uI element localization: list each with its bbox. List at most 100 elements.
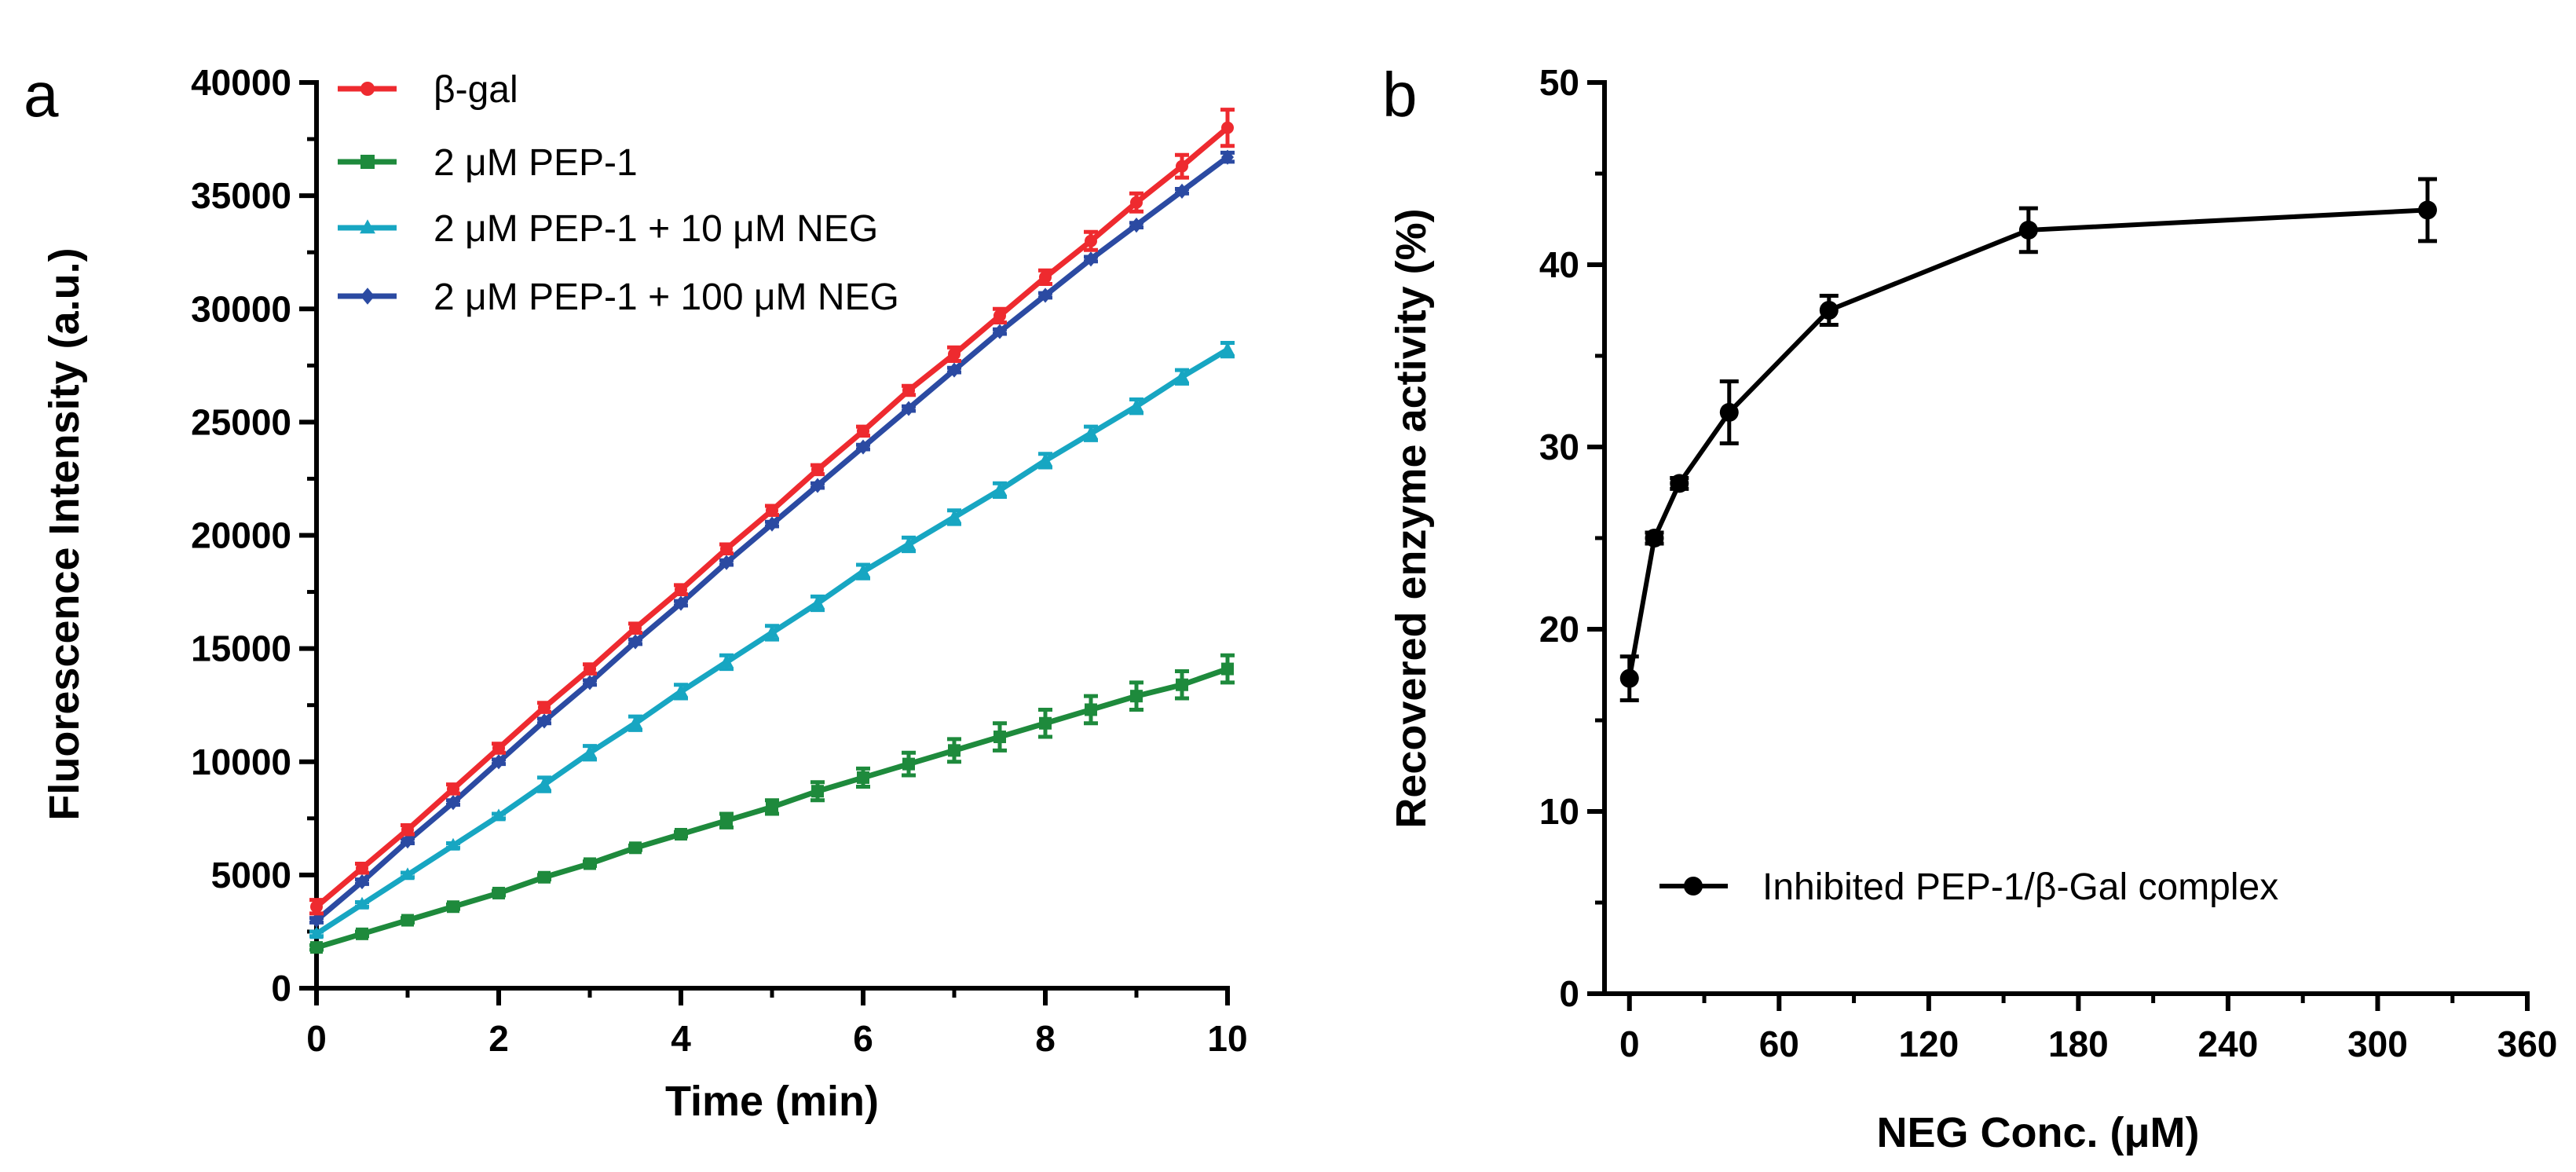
panel-b-y-tick-labels: 0 10 20 30 40 50 bbox=[1539, 62, 1579, 1014]
panel-a-legend-label: 2 μM PEP-1 bbox=[434, 142, 638, 184]
panel-b-data-point bbox=[1645, 529, 1664, 548]
panel-a-data-point bbox=[1038, 452, 1052, 466]
panel-a-legend-item-2: 2 μM PEP-1 + 10 μM NEG bbox=[338, 208, 878, 250]
panel-b-legend: Inhibited PEP-1/β-Gal complex bbox=[1659, 866, 2278, 908]
panel-a-legend-item-1: 2 μM PEP-1 bbox=[338, 142, 638, 184]
panel-a-data-point bbox=[492, 754, 505, 770]
panel-a-data-point bbox=[1175, 369, 1189, 383]
panel-b-data-point bbox=[2417, 200, 2437, 220]
panel-a-data-point bbox=[538, 870, 551, 884]
panel-a-data-point bbox=[857, 771, 869, 784]
panel-a-data-point bbox=[902, 757, 915, 771]
panel-a-legend-item-3: 2 μM PEP-1 + 100 μM NEG bbox=[338, 277, 899, 318]
panel-a-data-point bbox=[538, 701, 551, 714]
panel-b-x-tick-label: 0 bbox=[1619, 1024, 1640, 1064]
panel-a-x-tick-label: 8 bbox=[1035, 1018, 1056, 1059]
panel-a-x-tick-label: 0 bbox=[306, 1018, 327, 1059]
panel-a-data-point bbox=[675, 827, 687, 841]
panel-b-legend-marker bbox=[1684, 877, 1703, 895]
panel-b-x-tick-label: 360 bbox=[2497, 1024, 2558, 1064]
panel-a-data-point bbox=[766, 800, 778, 814]
panel-a-data-point bbox=[492, 808, 506, 822]
panel-a-data-point bbox=[584, 662, 596, 676]
panel-b-label: b bbox=[1382, 60, 1418, 130]
panel-a-data-point bbox=[310, 912, 323, 928]
panel-a-data-point bbox=[356, 874, 368, 890]
panel-b-y-tick-label: 40 bbox=[1539, 244, 1579, 285]
panel-a-legend-label: 2 μM PEP-1 + 10 μM NEG bbox=[434, 208, 878, 250]
panel-b-series-line bbox=[1626, 207, 2428, 679]
panel-a-data-point bbox=[766, 516, 778, 532]
panel-a-y-tick-label: 35000 bbox=[191, 175, 291, 216]
panel-a-series-3 bbox=[309, 149, 1235, 928]
panel-a-x-tick-label: 4 bbox=[671, 1018, 691, 1059]
panel-a-x-tick-label: 2 bbox=[488, 1018, 509, 1059]
panel-a-data-point bbox=[1221, 121, 1234, 134]
panel-a-x-tick-labels: 0 2 4 6 8 10 bbox=[306, 1018, 1247, 1059]
panel-a-data-point bbox=[719, 654, 734, 668]
panel-b-x-axis-title: NEG Conc. (μM) bbox=[1876, 1109, 2199, 1156]
panel-b-x-tick-label: 300 bbox=[2347, 1024, 2408, 1064]
panel-b-y-tick-label: 10 bbox=[1539, 791, 1579, 832]
panel-b-legend-item-0: Inhibited PEP-1/β-Gal complex bbox=[1659, 866, 2278, 908]
panel-a-data-point bbox=[1039, 270, 1052, 284]
panel-a-data-point bbox=[675, 595, 687, 611]
panel-a-data-point bbox=[993, 731, 1006, 744]
panel-a-legend-marker bbox=[360, 288, 375, 305]
panel-b-data-point bbox=[2018, 220, 2038, 240]
panel-a-data-point bbox=[675, 583, 687, 596]
panel-a-data-point bbox=[401, 914, 414, 927]
panel-a-series-1 bbox=[309, 653, 1235, 954]
panel-a-chart: a 05000100001500020000250003000035000400… bbox=[24, 60, 1248, 1125]
panel-b-legend-label: Inhibited PEP-1/β-Gal complex bbox=[1762, 866, 2278, 908]
panel-a-data-point bbox=[583, 745, 597, 758]
panel-b-x-tick-labels: 0 60 120 180 240 300 360 bbox=[1619, 1024, 2557, 1064]
panel-a-data-point bbox=[356, 862, 368, 875]
panel-a-data-point bbox=[1130, 690, 1143, 703]
panel-a-y-tick-label: 30000 bbox=[191, 288, 291, 329]
panel-a-data-point bbox=[1085, 234, 1097, 247]
panel-a-data-point bbox=[765, 624, 779, 638]
panel-b-chart: b 0 10 20 30 40 50 0 60 120 180 240 300 360 Inhibit… bbox=[1382, 60, 2557, 1156]
panel-b-y-tick-label: 0 bbox=[1559, 973, 1579, 1014]
panel-a-series-0 bbox=[309, 108, 1235, 916]
panel-a-data-point bbox=[674, 683, 688, 697]
panel-a-data-point bbox=[629, 634, 642, 650]
panel-a-data-point bbox=[766, 504, 778, 517]
panel-a-data-point bbox=[447, 782, 459, 796]
panel-a-data-point bbox=[401, 833, 414, 849]
panel-a-data-point bbox=[902, 537, 916, 550]
panel-a-legend: β-gal 2 μM PEP-1 2 μM PEP-1 + 10 μM NEG 2 μ… bbox=[338, 69, 899, 318]
panel-a-series-2 bbox=[309, 340, 1235, 939]
panel-a-data-point bbox=[310, 900, 323, 914]
panel-a-data-point bbox=[993, 324, 1006, 339]
panel-a-data-point bbox=[948, 362, 961, 378]
panel-a-data-point bbox=[1085, 251, 1097, 267]
panel-b-series bbox=[1619, 177, 2437, 702]
panel-b-data-point bbox=[1619, 668, 1639, 688]
panel-b-data-point bbox=[1719, 402, 1739, 422]
panel-a-data-point bbox=[584, 857, 596, 870]
panel-a-legend-label: 2 μM PEP-1 + 100 μM NEG bbox=[434, 277, 899, 318]
panel-a-data-point bbox=[1129, 398, 1143, 412]
panel-a-y-tick-label: 25000 bbox=[191, 401, 291, 442]
panel-a-x-axis-title: Time (min) bbox=[665, 1078, 879, 1125]
panel-a-data-point bbox=[538, 713, 551, 729]
panel-a-legend-marker bbox=[360, 155, 375, 169]
panel-a-label: a bbox=[24, 60, 59, 130]
panel-b-data-point bbox=[1670, 474, 1689, 493]
panel-b-y-tick-label: 20 bbox=[1539, 609, 1579, 650]
panel-a-y-tick-label: 5000 bbox=[211, 855, 291, 895]
panel-a-data-point bbox=[948, 744, 961, 757]
panel-a-data-point bbox=[947, 509, 961, 522]
panel-a-data-point bbox=[810, 595, 825, 609]
panel-a-data-point bbox=[309, 926, 324, 939]
panel-a-data-point bbox=[720, 542, 733, 555]
panel-b-axes bbox=[1587, 80, 2530, 1011]
panel-a-x-tick-label: 10 bbox=[1207, 1018, 1247, 1059]
panel-a-data-point bbox=[447, 795, 459, 811]
panel-b-x-tick-label: 240 bbox=[2198, 1024, 2259, 1064]
panel-a-y-axis-title: Fluorescence Intensity (a.u.) bbox=[41, 247, 88, 820]
panel-a-data-point bbox=[993, 309, 1006, 322]
panel-a-y-tick-label: 10000 bbox=[191, 742, 291, 782]
